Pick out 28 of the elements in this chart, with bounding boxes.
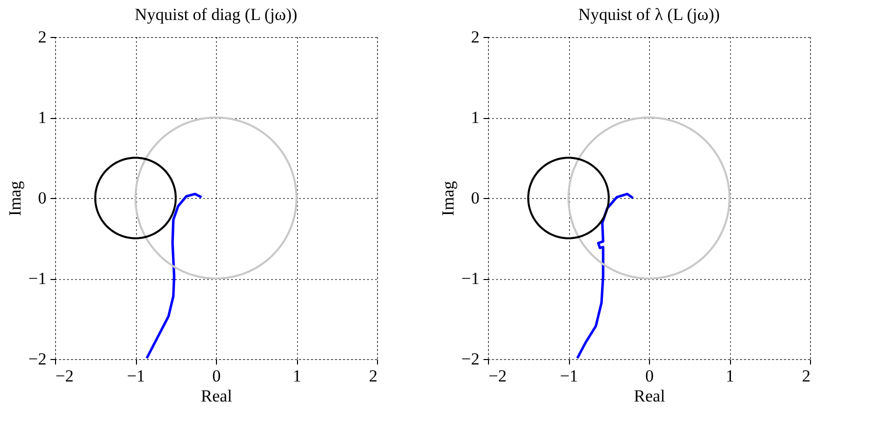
y-tick-label: 2 [38, 28, 46, 46]
x-tick-label: 1 [726, 366, 734, 386]
x-axis-title: Real [634, 386, 666, 406]
y-tick-label: 0 [38, 188, 46, 208]
x-tick-label: −1 [126, 366, 146, 386]
y-tick-label: 0 [471, 188, 480, 208]
chart-title: Nyquist of diag (L (jω)) [134, 5, 298, 24]
x-tick-label: −1 [560, 366, 578, 386]
y-tick-label: 1 [38, 108, 46, 127]
y-tick-label: −2 [28, 350, 46, 368]
y-tick-label: 2 [471, 28, 480, 46]
x-tick-label: 0 [212, 366, 221, 386]
x-tick-label: 0 [645, 366, 654, 386]
line-series [146, 192, 203, 359]
x-axis-title: Real [200, 386, 232, 406]
x-tick-label: −2 [56, 366, 74, 386]
x-tick-label: 2 [369, 366, 378, 386]
y-axis-title: Imag [5, 180, 24, 216]
line-series [576, 192, 634, 359]
x-tick-label: −2 [488, 366, 507, 386]
x-tick-label: 1 [292, 366, 302, 386]
chart-title: Nyquist of λ (L (jω)) [578, 5, 720, 24]
y-tick-label: −1 [461, 269, 480, 288]
y-axis-title: Imag [438, 180, 458, 216]
x-tick-label: 2 [802, 366, 810, 386]
y-tick-label: −1 [28, 269, 46, 288]
y-tick-label: −2 [461, 350, 480, 368]
y-tick-label: 1 [471, 108, 480, 127]
